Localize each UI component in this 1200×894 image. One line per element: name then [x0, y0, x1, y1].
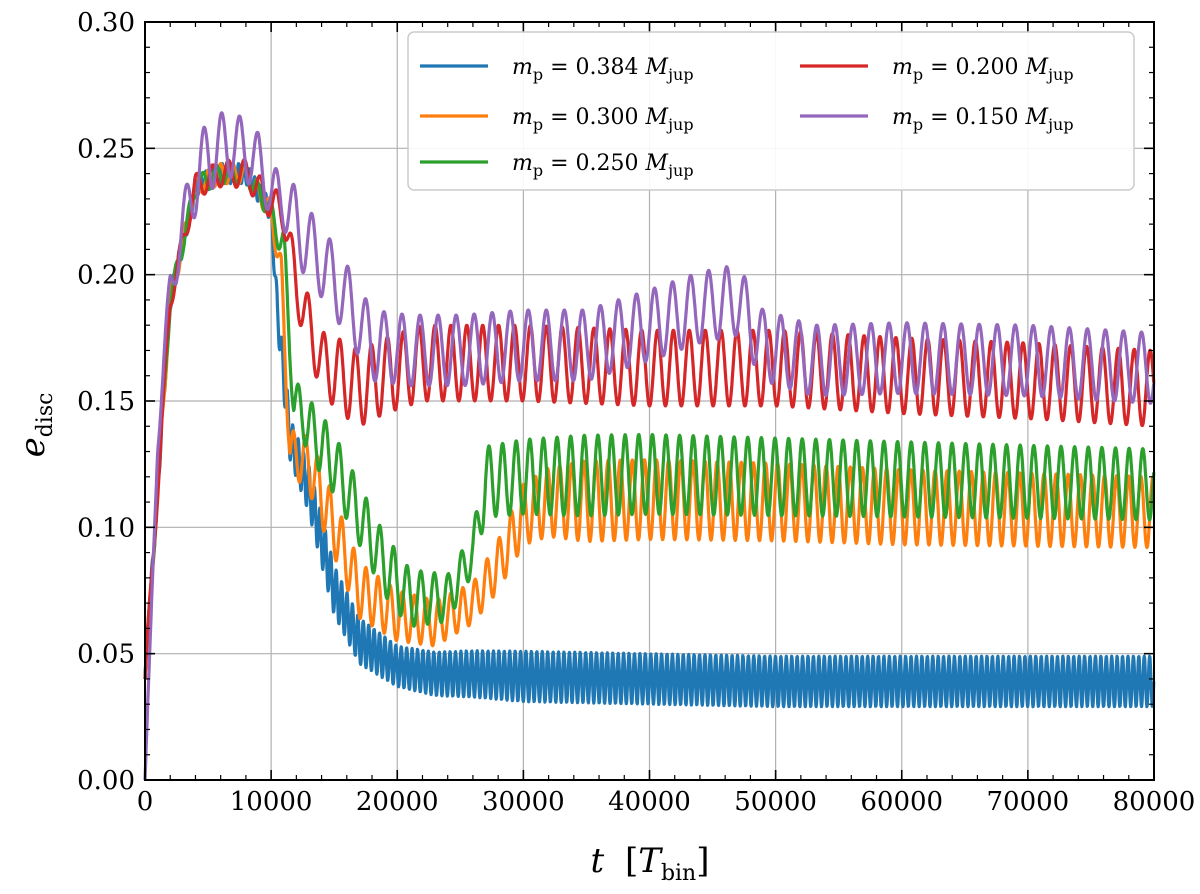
tick-labels: 0 10000 20000 30000 40000 50000 60000 70000 8000…	[77, 8, 1195, 817]
ticks	[144, 21, 1155, 781]
x-axis-label-sub: bin	[661, 861, 696, 886]
legend-label-part: M	[1025, 55, 1049, 80]
y-axis-label: edisc	[13, 393, 58, 458]
legend-label-part: jup	[666, 65, 694, 84]
x-axis-label-symbol: T	[638, 841, 663, 881]
series-line-1	[143, 161, 1156, 679]
y-tick-label: 0.30	[77, 8, 135, 38]
x-axis-label-t: t	[591, 841, 605, 881]
y-tick-label: 0.10	[77, 513, 135, 543]
x-tick-label: 30000	[482, 787, 565, 817]
legend-label-part: jup	[1046, 115, 1074, 134]
legend-label-part: M	[645, 55, 669, 80]
y-axis-label-sub: disc	[33, 393, 58, 438]
legend-label-4: mp = 0.150 Mjup	[892, 105, 1074, 134]
legend-label-1: mp = 0.300 Mjup	[512, 105, 694, 134]
legend-label-0: mp = 0.384 Mjup	[512, 55, 694, 84]
x-tick-label: 70000	[987, 787, 1070, 817]
legend-label-part: jup	[666, 161, 694, 180]
x-tick-label: 60000	[860, 787, 943, 817]
legend-label-part: m	[892, 55, 913, 80]
x-tick-label: 80000	[1113, 787, 1196, 817]
legend-label-part: m	[512, 151, 533, 176]
legend-label-part: m	[892, 105, 913, 130]
y-tick-label: 0.00	[77, 766, 135, 796]
series-line-4	[143, 111, 1156, 781]
series-line-0	[143, 161, 1156, 709]
legend-label-part: p	[533, 65, 543, 84]
x-tick-label: 0	[137, 787, 154, 817]
x-tick-label: 10000	[230, 787, 313, 817]
x-tick-label: 50000	[734, 787, 817, 817]
series-layer	[143, 111, 1156, 781]
legend-label-part: p	[533, 115, 543, 134]
y-tick-label: 0.25	[77, 134, 135, 164]
x-tick-label: 40000	[608, 787, 691, 817]
legend-label-part: p	[533, 161, 543, 180]
legend-label-part: p	[913, 65, 923, 84]
series-line-3	[143, 157, 1156, 679]
legend-label-2: mp = 0.250 Mjup	[512, 151, 694, 180]
y-tick-label: 0.15	[77, 387, 135, 417]
x-axis-label: t [Tbin]	[591, 841, 710, 886]
x-tick-label: 20000	[356, 787, 439, 817]
legend-label-part: = 0.384	[543, 55, 645, 80]
y-tick-label: 0.05	[77, 640, 135, 670]
series-line-2	[143, 161, 1156, 679]
legend-label-part: M	[645, 105, 669, 130]
legend-box	[407, 31, 1135, 191]
y-axis-label-symbol: e	[13, 437, 53, 457]
y-tick-label: 0.20	[77, 261, 135, 291]
legend-label-part: = 0.200	[923, 55, 1025, 80]
legend-label-part: M	[1025, 105, 1049, 130]
legend-label-part: = 0.300	[543, 105, 645, 130]
legend-label-3: mp = 0.200 Mjup	[892, 55, 1074, 84]
legend-label-part: = 0.250	[543, 151, 645, 176]
legend-label-part: jup	[666, 115, 694, 134]
legend-label-part: M	[645, 151, 669, 176]
legend-label-part: = 0.150	[923, 105, 1025, 130]
legend-label-part: jup	[1046, 65, 1074, 84]
x-axis-label-bracket-open: [	[625, 841, 638, 881]
legend-label-part: m	[512, 105, 533, 130]
legend-label-part: p	[913, 115, 923, 134]
x-axis-label-bracket-close: ]	[696, 841, 709, 881]
legend-label-part: m	[512, 55, 533, 80]
